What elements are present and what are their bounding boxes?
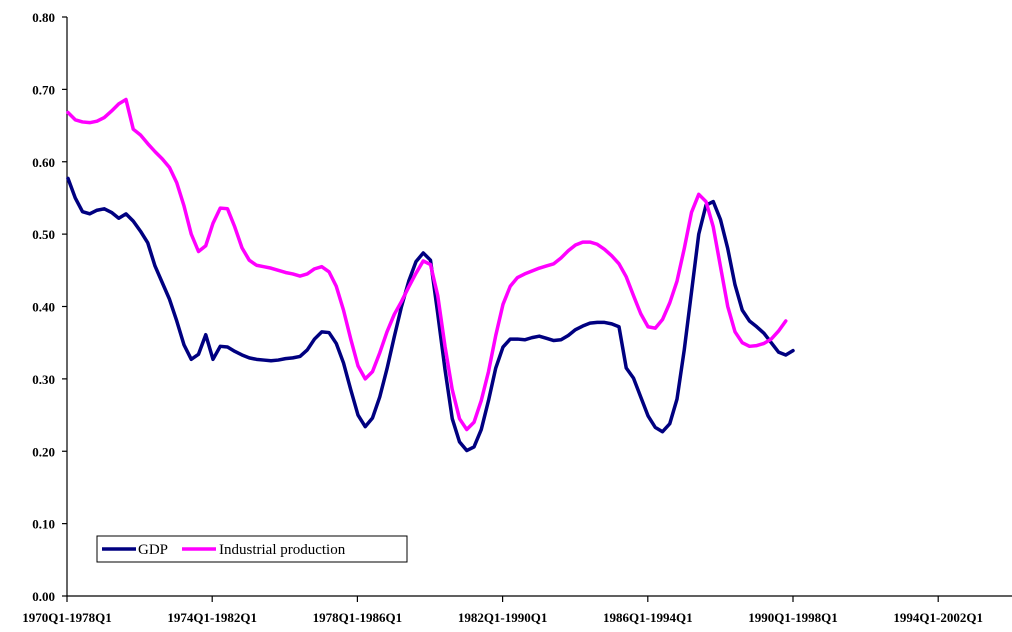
- x-tick-label: 1978Q1-1986Q1: [313, 610, 403, 625]
- y-tick-label: 0.60: [32, 155, 55, 170]
- y-tick-label: 0.50: [32, 227, 55, 242]
- y-tick-label: 0.80: [32, 10, 55, 25]
- legend-label-industrial-production: Industrial production: [219, 542, 346, 558]
- legend-label-gdp: GDP: [138, 542, 168, 558]
- x-tick-label: 1990Q1-1998Q1: [748, 610, 838, 625]
- x-tick-label: 1982Q1-1990Q1: [458, 610, 548, 625]
- y-tick-label: 0.70: [32, 82, 55, 97]
- y-tick-label: 0.40: [32, 300, 55, 315]
- series-line-industrial-production: [66, 97, 788, 432]
- x-tick-label: 1994Q1-2002Q1: [893, 610, 983, 625]
- y-tick-label: 0.10: [32, 517, 55, 532]
- x-tick-group: 1970Q1-1978Q1 1974Q1-1982Q1 1978Q1-1986Q1 1…: [22, 596, 983, 625]
- y-tick-label: 0.00: [32, 589, 55, 604]
- legend-box: [96, 535, 408, 563]
- series-group: [66, 97, 795, 453]
- legend: GDP Industrial production: [96, 535, 408, 563]
- series-line-gdp: [66, 176, 795, 453]
- y-tick-label: 0.20: [32, 444, 55, 459]
- x-tick-label: 1974Q1-1982Q1: [167, 610, 257, 625]
- x-tick-label: 1986Q1-1994Q1: [603, 610, 693, 625]
- x-tick-label: 1970Q1-1978Q1: [22, 610, 112, 625]
- plot-area: 0.00 0.10 0.20 0.30 0.40 0.50 0.60 0.70 0.80 197…: [22, 10, 1012, 625]
- y-tick-group: 0.00 0.10 0.20 0.30 0.40 0.50 0.60 0.70 0.80: [32, 10, 67, 604]
- y-tick-label: 0.30: [32, 372, 55, 387]
